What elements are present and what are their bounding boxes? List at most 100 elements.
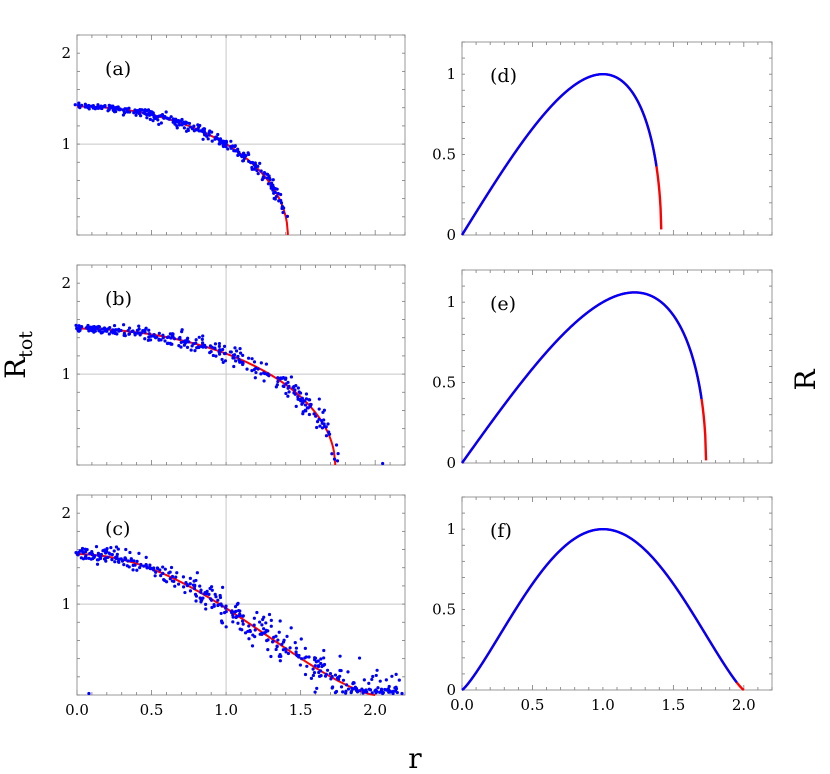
data-point	[229, 139, 233, 143]
data-point	[129, 558, 133, 562]
data-point	[188, 582, 192, 586]
data-point	[218, 595, 223, 600]
data-point	[317, 674, 322, 678]
data-point	[193, 349, 197, 353]
data-point	[90, 552, 95, 556]
data-point	[197, 125, 201, 130]
data-point	[287, 384, 291, 388]
x-tick-label: 0.5	[140, 701, 164, 719]
data-point	[346, 670, 350, 674]
data-point	[313, 656, 318, 660]
data-point	[260, 623, 264, 627]
data-point	[184, 580, 188, 585]
data-point	[170, 574, 175, 579]
data-point	[180, 117, 184, 122]
data-point	[303, 646, 307, 650]
data-point	[313, 664, 317, 668]
data-point	[106, 327, 110, 331]
data-point	[105, 547, 109, 551]
data-point	[231, 613, 235, 617]
data-point	[191, 583, 195, 587]
data-point	[132, 559, 136, 563]
x-tick-label: 2.0	[732, 696, 756, 714]
data-point	[209, 598, 214, 602]
data-point	[160, 112, 165, 117]
data-point	[214, 135, 218, 139]
data-point	[167, 117, 171, 121]
data-point	[241, 353, 245, 357]
data-point	[292, 385, 296, 389]
data-point	[96, 551, 101, 555]
data-point	[264, 621, 268, 625]
data-point	[335, 459, 340, 463]
data-point	[300, 402, 304, 406]
data-point	[142, 564, 146, 568]
data-point	[172, 337, 177, 341]
data-point	[192, 124, 196, 128]
data-point	[279, 201, 284, 205]
data-point	[282, 638, 286, 642]
data-point	[226, 147, 230, 151]
data-point	[319, 657, 323, 661]
data-point	[107, 332, 111, 336]
data-point	[169, 565, 174, 570]
data-point	[150, 112, 155, 116]
data-point	[131, 563, 135, 567]
data-point	[370, 677, 374, 682]
data-point	[332, 457, 337, 461]
data-point	[315, 420, 320, 424]
data-point	[277, 630, 281, 634]
data-point	[221, 585, 225, 590]
data-point	[139, 562, 143, 567]
data-point	[353, 685, 357, 689]
data-point	[99, 331, 104, 335]
data-point	[161, 571, 165, 575]
data-point	[216, 598, 220, 602]
data-point	[111, 330, 115, 334]
data-point	[157, 331, 161, 335]
data-point	[210, 588, 214, 592]
data-point	[193, 592, 198, 596]
data-point	[210, 139, 214, 143]
data-point	[143, 337, 147, 341]
data-point	[266, 182, 271, 186]
data-point	[246, 151, 250, 155]
data-point	[274, 385, 278, 389]
data-point	[213, 342, 218, 346]
data-point	[187, 121, 192, 126]
data-point-outlier	[381, 691, 385, 696]
data-point	[77, 324, 81, 328]
data-point	[232, 364, 236, 369]
data-point	[284, 382, 288, 386]
data-point	[94, 545, 99, 549]
data-point	[147, 335, 151, 339]
data-point	[259, 169, 263, 173]
data-point	[171, 332, 175, 336]
data-point	[307, 655, 311, 659]
data-point	[252, 616, 256, 620]
data-point	[138, 565, 142, 570]
data-point	[209, 350, 213, 354]
data-point	[324, 434, 329, 438]
data-point	[262, 379, 266, 383]
data-point	[84, 104, 88, 108]
data-point	[250, 165, 254, 170]
y-tick-label: 0	[446, 681, 456, 699]
data-point	[171, 117, 175, 121]
data-point	[261, 617, 265, 622]
data-point	[350, 686, 354, 690]
x-tick-label: 1.5	[289, 701, 313, 719]
data-point	[204, 602, 208, 606]
data-point	[236, 354, 240, 359]
data-point	[253, 163, 257, 167]
data-point	[277, 654, 281, 658]
data-point	[389, 690, 393, 694]
data-point	[195, 128, 199, 132]
data-point	[114, 545, 119, 549]
data-point	[220, 357, 224, 362]
data-point	[252, 623, 256, 627]
data-point	[241, 159, 245, 163]
data-point	[256, 367, 260, 371]
data-point	[93, 329, 97, 333]
data-point	[168, 577, 172, 581]
